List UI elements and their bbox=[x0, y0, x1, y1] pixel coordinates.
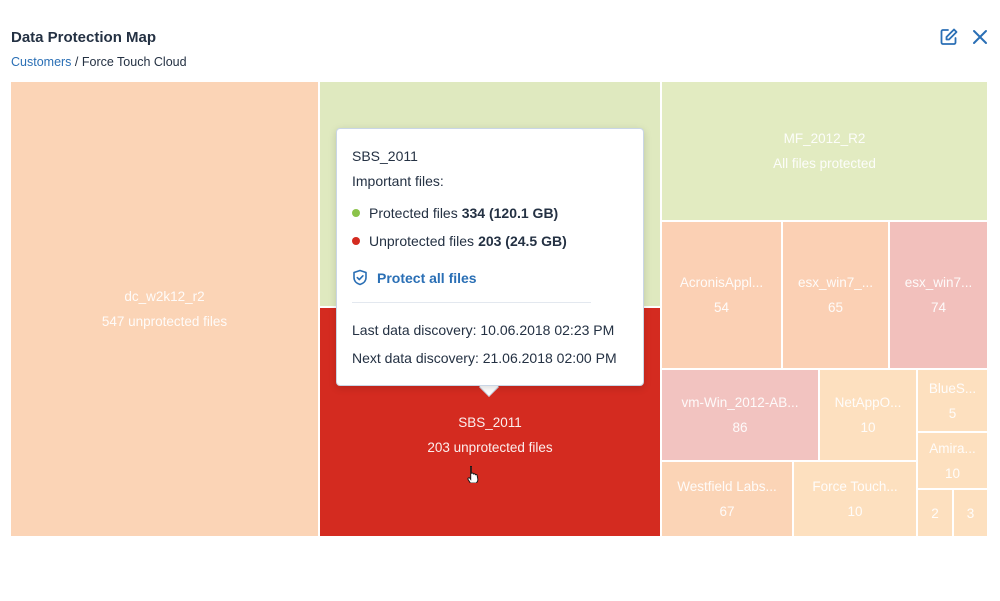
protect-all-files-label: Protect all files bbox=[377, 269, 477, 286]
treemap-tile-blues[interactable]: BlueS... 5 bbox=[918, 370, 989, 433]
protected-files-value: 334 (120.1 GB) bbox=[461, 205, 559, 221]
protected-files-row: Protected files 334 (120.1 GB) bbox=[352, 205, 558, 221]
tile-name: SBS_2011 bbox=[458, 414, 522, 430]
tile-value: 67 bbox=[719, 504, 735, 519]
treemap-tile-dc-w2k12-r2[interactable]: dc_w2k12_r2 547 unprotected files bbox=[11, 82, 320, 538]
treemap-tile-force-touch[interactable]: Force Touch... 10 bbox=[794, 462, 918, 538]
tile-value: 54 bbox=[713, 300, 730, 315]
protect-all-files-button[interactable]: Protect all files bbox=[352, 269, 477, 286]
treemap-tile-esx-win7-a[interactable]: esx_win7_... 65 bbox=[783, 222, 890, 370]
tile-value: 65 bbox=[827, 300, 844, 315]
breadcrumb-current: Force Touch Cloud bbox=[81, 55, 187, 69]
tile-value: 10 bbox=[860, 420, 876, 435]
tile-value: 86 bbox=[732, 420, 748, 435]
shield-check-icon bbox=[353, 269, 367, 286]
tile-value: 10 bbox=[944, 465, 961, 481]
tile-name: 2 bbox=[931, 505, 939, 521]
tile-value: All files protected bbox=[773, 156, 876, 171]
treemap-tile-netappo[interactable]: NetAppO... 10 bbox=[820, 370, 918, 462]
breadcrumb-separator: / bbox=[71, 55, 82, 69]
treemap-tile-esx-win7-b[interactable]: esx_win7... 74 bbox=[890, 222, 989, 370]
tile-name: esx_win7_... bbox=[797, 275, 874, 290]
protected-dot-icon bbox=[352, 209, 360, 217]
tooltip-divider bbox=[352, 302, 591, 303]
tile-name: vm-Win_2012-AB... bbox=[681, 395, 799, 410]
tile-name: dc_w2k12_r2 bbox=[124, 289, 205, 304]
tile-tooltip: SBS_2011 Important files: Protected file… bbox=[336, 128, 644, 386]
tile-value: 5 bbox=[948, 405, 957, 421]
tile-name: esx_win7... bbox=[904, 275, 973, 290]
hand-cursor-icon bbox=[466, 465, 480, 484]
edit-icon[interactable] bbox=[939, 27, 959, 47]
treemap-tile-vm-win-2012-ab[interactable]: vm-Win_2012-AB... 86 bbox=[662, 370, 820, 462]
tile-name: 3 bbox=[966, 505, 975, 521]
tile-name: Force Touch... bbox=[812, 479, 898, 494]
page-title: Data Protection Map bbox=[11, 29, 157, 46]
unprotected-files-label: Unprotected files bbox=[369, 233, 475, 249]
tooltip-subtitle: Important files: bbox=[352, 173, 444, 189]
protected-files-label: Protected files bbox=[369, 205, 458, 221]
breadcrumb: Customers / Force Touch Cloud bbox=[11, 55, 187, 69]
last-data-discovery: Last data discovery: 10.06.2018 02:23 PM bbox=[352, 322, 615, 338]
tile-name: MF_2012_R2 bbox=[783, 131, 866, 146]
tile-value: 74 bbox=[930, 300, 947, 315]
tile-name: NetAppO... bbox=[834, 395, 902, 410]
next-data-discovery: Next data discovery: 21.06.2018 02:00 PM bbox=[352, 350, 617, 366]
unprotected-files-row: Unprotected files 203 (24.5 GB) bbox=[352, 233, 567, 249]
treemap-tile-amira[interactable]: Amira... 10 bbox=[918, 433, 989, 490]
tile-name: AcronisAppl... bbox=[679, 275, 764, 290]
tile-value: 10 bbox=[847, 504, 863, 519]
close-icon[interactable] bbox=[970, 27, 990, 47]
breadcrumb-customers-link[interactable]: Customers bbox=[11, 55, 72, 69]
tile-name: BlueS... bbox=[928, 380, 977, 396]
tile-value: 547 unprotected files bbox=[101, 314, 228, 329]
tile-value: 203 unprotected files bbox=[427, 439, 553, 455]
treemap-tile-westfield-labs[interactable]: Westfield Labs... 67 bbox=[662, 462, 794, 538]
unprotected-dot-icon bbox=[352, 237, 360, 245]
treemap-tile-small-3[interactable]: 3 bbox=[954, 490, 989, 538]
tile-name: Westfield Labs... bbox=[677, 479, 777, 494]
treemap-tile-mf-2012-r2[interactable]: MF_2012_R2 All files protected bbox=[662, 82, 989, 222]
tile-name: Amira... bbox=[929, 440, 976, 456]
treemap-tile-acronisappl[interactable]: AcronisAppl... 54 bbox=[662, 222, 783, 370]
treemap-tile-small-2[interactable]: 2 bbox=[918, 490, 954, 538]
unprotected-files-value: 203 (24.5 GB) bbox=[478, 233, 567, 249]
tooltip-title: SBS_2011 bbox=[352, 148, 418, 164]
